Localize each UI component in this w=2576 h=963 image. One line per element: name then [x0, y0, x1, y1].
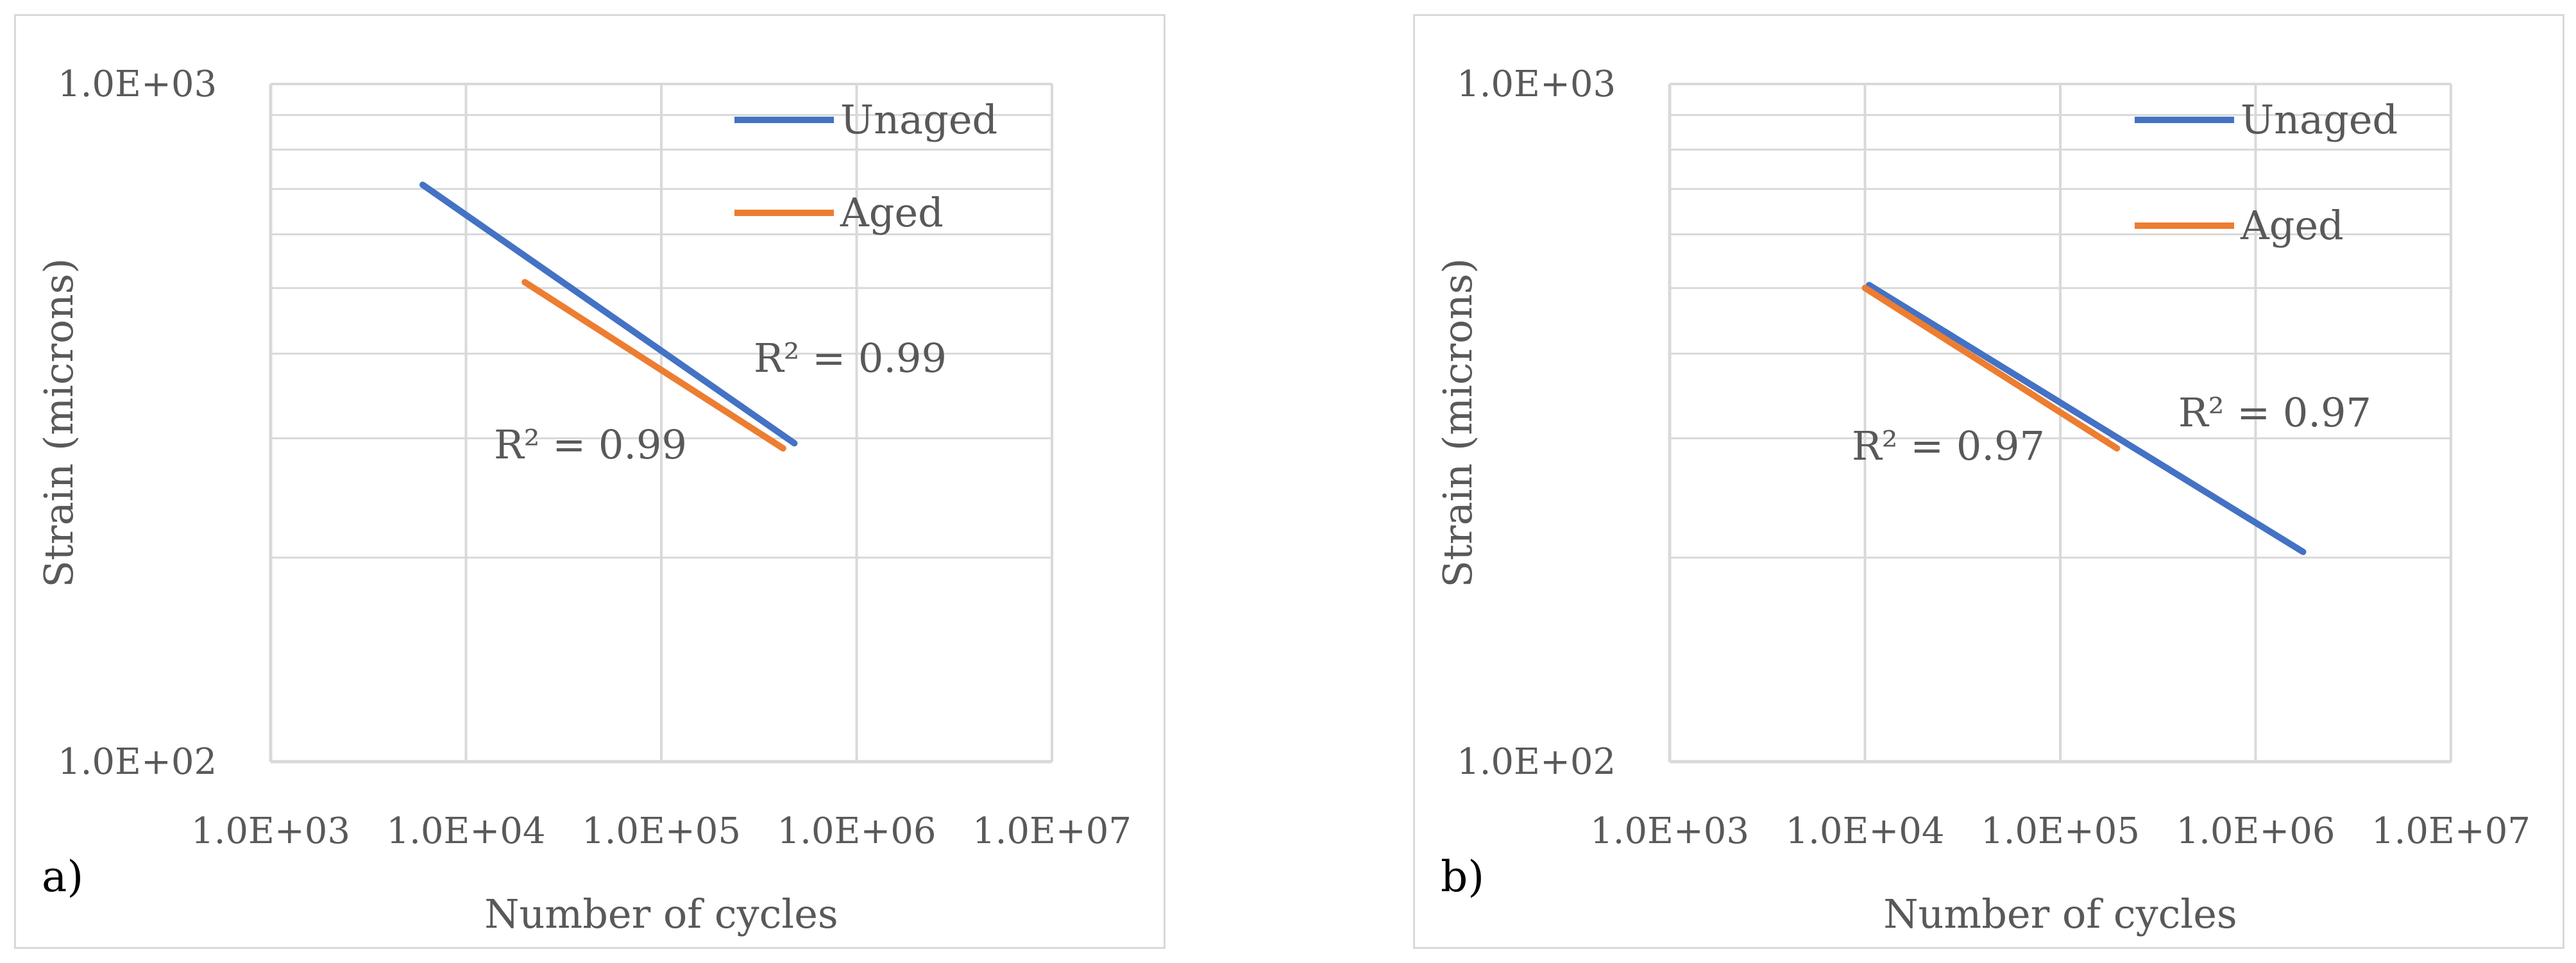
x-tick-label: 1.0E+05: [582, 810, 741, 852]
y-tick-label: 1.0E+02: [58, 741, 217, 783]
panel-label: a): [42, 852, 83, 901]
x-tick-label: 1.0E+04: [1785, 810, 1944, 852]
x-tick-label: 1.0E+07: [972, 810, 1131, 852]
y-tick-label: 1.0E+03: [1457, 63, 1616, 105]
chart-panel-b: 1.0E+03 1.0E+04 1.0E+05 1.0E+06 1.0E+07 1.0E+…: [1413, 14, 2564, 949]
series-line-aged: [1861, 285, 2121, 452]
r2-label-unaged: R² = 0.97: [2178, 389, 2371, 436]
x-axis-title: Number of cycles: [1883, 891, 2237, 937]
x-tick-label: 1.0E+06: [777, 810, 936, 852]
y-tick-label: 1.0E+02: [1457, 741, 1616, 783]
x-axis-title: Number of cycles: [484, 891, 838, 937]
legend-label-unaged: Unaged: [840, 96, 997, 143]
series-line-unaged: [419, 181, 798, 447]
y-tick-label: 1.0E+03: [58, 63, 217, 105]
series-line-unaged: [1865, 281, 2307, 555]
legend-label-aged: Aged: [840, 189, 944, 236]
legend-label-unaged: Unaged: [2241, 96, 2398, 143]
y-axis-title: Strain (microns): [35, 258, 82, 588]
r2-label-unaged: R² = 0.99: [754, 335, 947, 381]
chart-b: 1.0E+03 1.0E+04 1.0E+05 1.0E+06 1.0E+07 1.0E+…: [1434, 63, 2530, 937]
x-tick-label: 1.0E+03: [191, 810, 350, 852]
x-tick-label: 1.0E+03: [1590, 810, 1749, 852]
series-line-aged: [521, 279, 786, 452]
x-tick-label: 1.0E+05: [1981, 810, 2140, 852]
chart-a: 1.0E+03 1.0E+04 1.0E+05 1.0E+06 1.0E+07 1.0E+…: [35, 63, 1131, 937]
x-tick-label: 1.0E+07: [2371, 810, 2530, 852]
r2-label-aged: R² = 0.97: [1852, 423, 2045, 469]
panel-label: b): [1441, 852, 1484, 901]
chart-panel-a: 1.0E+03 1.0E+04 1.0E+05 1.0E+06 1.0E+07 1.0E+…: [14, 14, 1165, 949]
y-axis-title: Strain (microns): [1434, 258, 1481, 588]
legend-label-aged: Aged: [2240, 202, 2344, 249]
r2-label-aged: R² = 0.99: [494, 421, 687, 468]
x-tick-label: 1.0E+06: [2176, 810, 2335, 852]
x-tick-label: 1.0E+04: [386, 810, 545, 852]
